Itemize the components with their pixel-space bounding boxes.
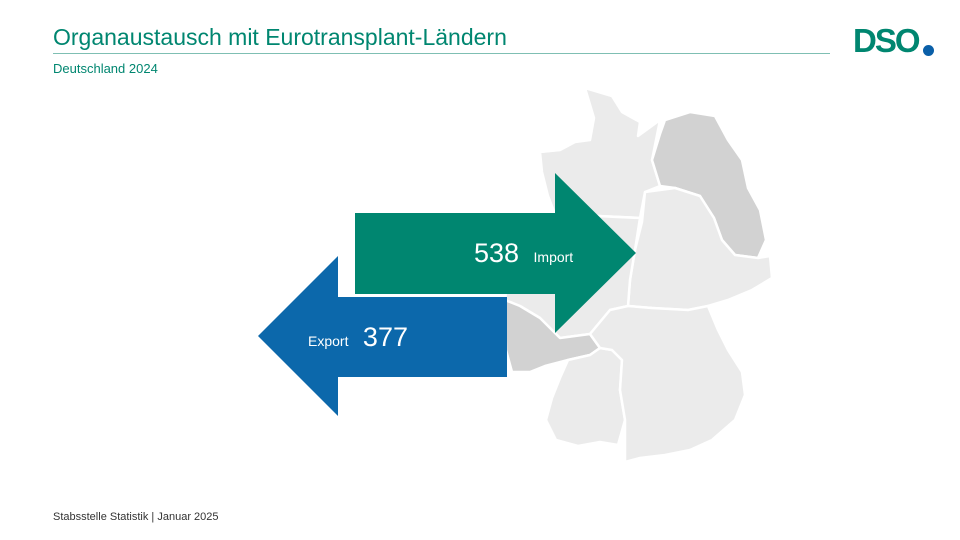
page-subtitle: Deutschland 2024 (53, 61, 158, 76)
import-arrow-shape (355, 173, 636, 333)
export-value: 377 (362, 322, 408, 352)
import-word: Import (533, 249, 574, 265)
export-word: Export (308, 333, 349, 349)
export-label: Export 377 (308, 322, 408, 353)
dso-logo: DSO (853, 22, 937, 59)
title-divider (53, 53, 830, 54)
logo-dot-icon (923, 45, 934, 56)
footer-source: Stabsstelle Statistik | Januar 2025 (53, 511, 219, 523)
import-value: 538 (474, 238, 520, 268)
import-label: 538 Import (474, 238, 573, 269)
logo-text: DSO (853, 22, 921, 59)
page-title: Organaustausch mit Eurotransplant-Länder… (53, 24, 507, 50)
export-arrow-shape (258, 256, 507, 416)
map-region-bayern (588, 304, 747, 464)
